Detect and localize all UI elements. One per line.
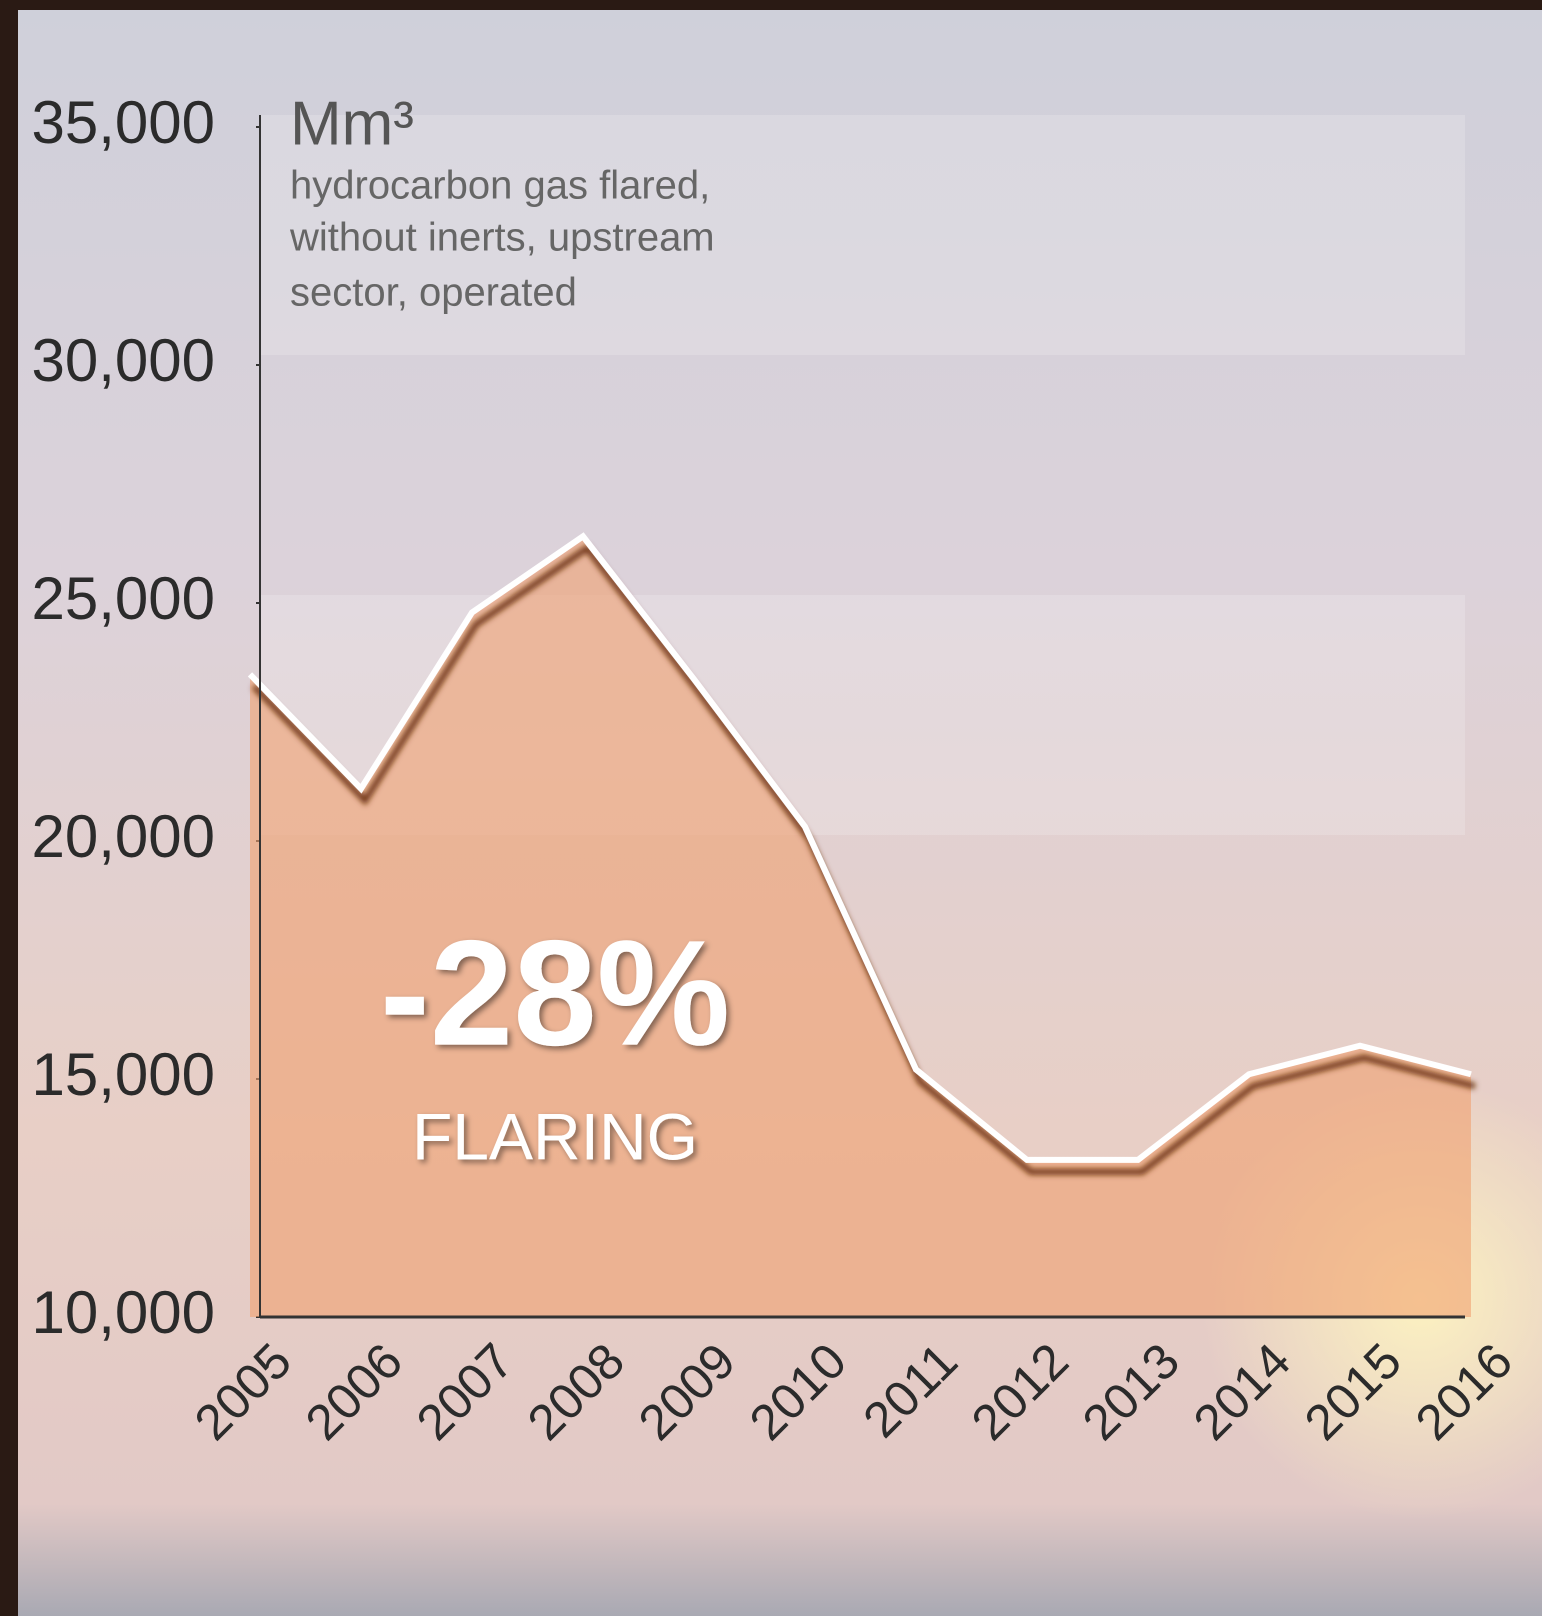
y-tick-label: 30,000 (31, 327, 215, 394)
page: {"chart_data": {"type": "area", "unit": … (0, 0, 1542, 1616)
unit: Mm³ (290, 89, 414, 158)
y-tick-label: 20,000 (31, 803, 215, 870)
chart: Mm³ hydrocarbon gas flared, without iner… (0, 0, 1542, 1616)
annotation-value: -28% (380, 909, 730, 1077)
y-tick-label: 25,000 (31, 565, 215, 632)
subtitle: sector, operated (290, 271, 577, 315)
y-tick-label: 35,000 (31, 89, 215, 156)
annotation-label: FLARING (412, 1099, 698, 1173)
y-tick-label: 15,000 (31, 1041, 215, 1108)
y-tick-label: 10,000 (31, 1279, 215, 1346)
subtitle: without inerts, upstream (289, 216, 715, 260)
subtitle: hydrocarbon gas flared, (290, 164, 710, 208)
